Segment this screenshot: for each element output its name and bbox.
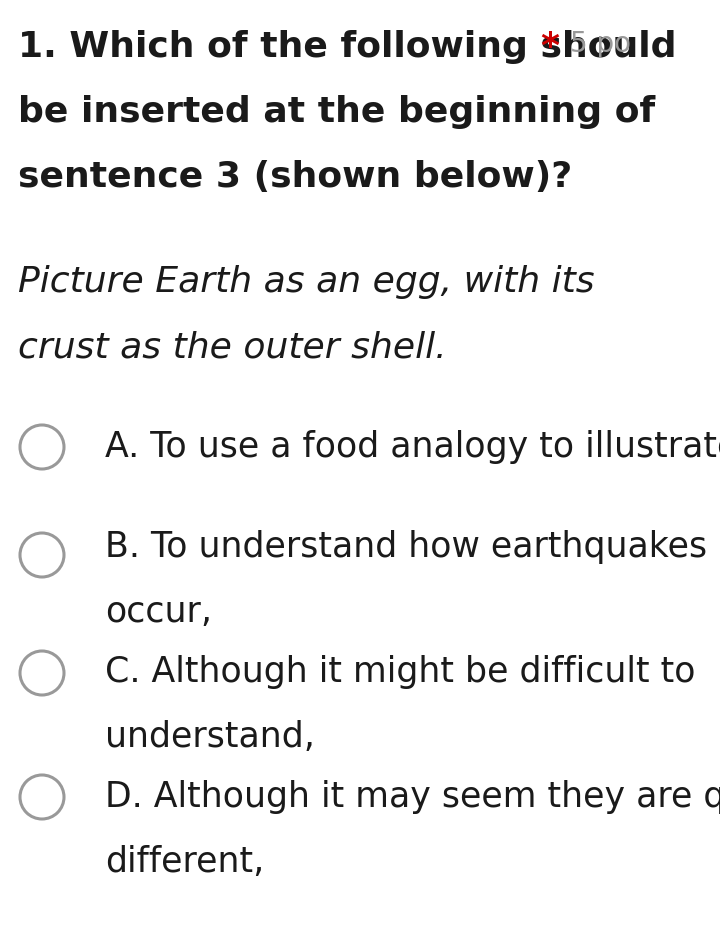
Text: 5 po: 5 po [570,30,631,58]
Text: be inserted at the beginning of: be inserted at the beginning of [18,95,655,129]
Text: D. Although it may seem they are quite: D. Although it may seem they are quite [105,780,720,814]
Text: Picture Earth as an egg, with its: Picture Earth as an egg, with its [18,265,595,299]
Text: B. To understand how earthquakes: B. To understand how earthquakes [105,530,707,564]
Text: understand,: understand, [105,720,315,754]
Text: crust as the outer shell.: crust as the outer shell. [18,330,446,364]
Text: A. To use a food analogy to illustrate.: A. To use a food analogy to illustrate. [105,430,720,464]
Text: sentence 3 (shown below)?: sentence 3 (shown below)? [18,160,572,194]
Text: 1. Which of the following should: 1. Which of the following should [18,30,677,64]
Text: different,: different, [105,845,264,879]
Text: *: * [540,30,559,64]
Text: C. Although it might be difficult to: C. Although it might be difficult to [105,655,696,689]
Text: occur,: occur, [105,595,212,629]
